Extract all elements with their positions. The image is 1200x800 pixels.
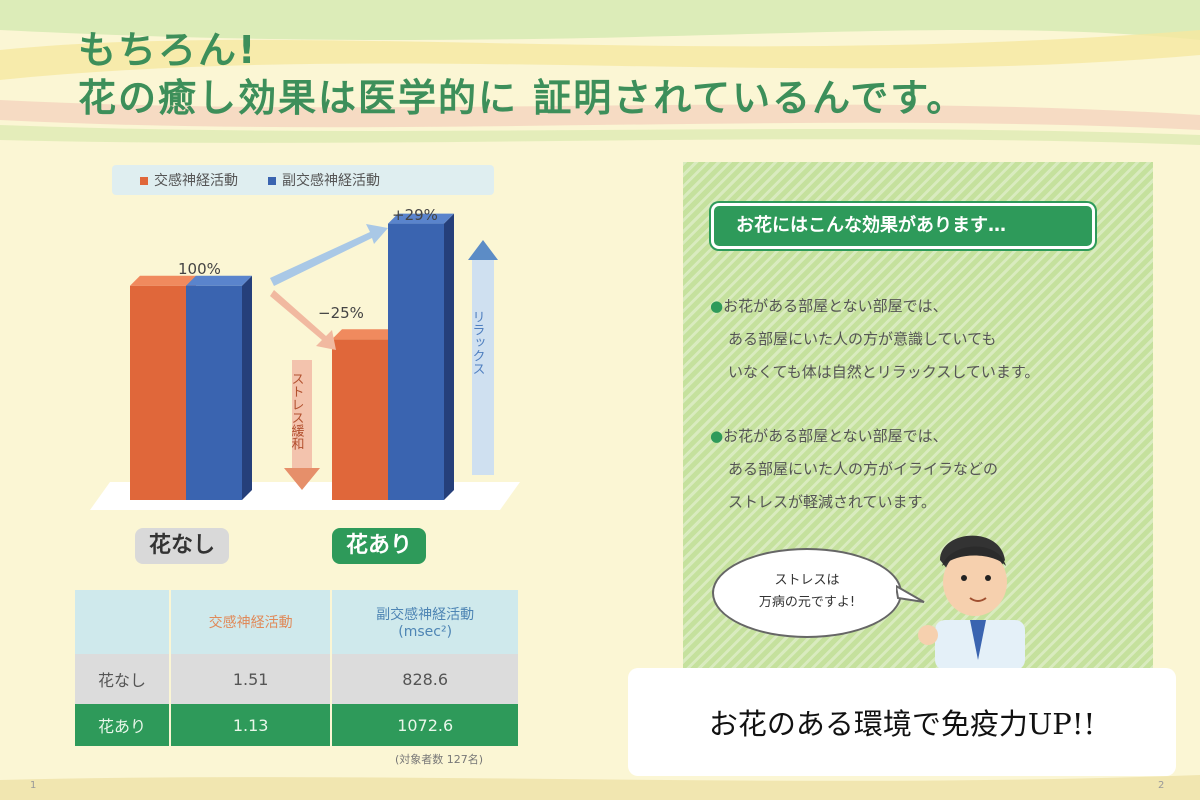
stress-arrow-shaft xyxy=(292,360,312,470)
table-cell: 1072.6 xyxy=(331,704,520,746)
effect-bullet-2: ●お花がある部屋とない部屋では、 ある部屋にいた人の方がイライラなどの ストレス… xyxy=(710,420,998,519)
effect-bullet-1: ●お花がある部屋とない部屋では、 ある部屋にいた人の方が意識していても いなくて… xyxy=(710,290,1039,389)
bubble-line: 万病の元ですよ! xyxy=(758,595,856,610)
bar-sympathetic-1 xyxy=(332,339,388,500)
bar-parasympathetic-0 xyxy=(186,285,242,500)
label-minus25: −25% xyxy=(318,304,364,322)
table-header-cell: 交感神経活動 xyxy=(170,590,333,654)
bubble-tail xyxy=(896,584,925,603)
chart-legend: 交感神経活動 副交感神経活動 xyxy=(112,165,494,195)
bar-sympathetic-0 xyxy=(130,285,186,500)
legend-label: 交感神経活動 xyxy=(154,173,238,189)
doctor-illustration-icon xyxy=(918,535,1025,670)
table-cell: 花あり xyxy=(75,704,171,746)
bar-top xyxy=(332,329,398,340)
bullet-line: ある部屋にいた人の方が意識していても xyxy=(728,330,997,348)
title-line-2: 花の癒し効果は医学的に 証明されているんです。 xyxy=(78,76,967,120)
legend-item-parasympathetic: 副交感神経活動 xyxy=(268,170,380,190)
decrease-arrow xyxy=(270,290,336,350)
table-row: 花なし 1.51 828.6 xyxy=(75,654,520,704)
title-line-1: もちろん! xyxy=(78,28,258,72)
page-number-left: 1 xyxy=(30,780,37,791)
bar-top xyxy=(388,213,454,224)
label-stress-relief: ストレス緩和 xyxy=(289,372,305,450)
caption-box: お花のある環境で免疫力UP!! xyxy=(628,668,1176,776)
category-no-flowers: 花なし xyxy=(135,528,230,564)
table-row: 花あり 1.13 1072.6 xyxy=(75,704,520,746)
relax-arrow-shaft xyxy=(472,260,494,475)
bullet-dot: ● xyxy=(710,427,724,445)
legend-item-sympathetic: 交感神経活動 xyxy=(140,170,238,190)
category-with-flowers: 花あり xyxy=(332,528,427,564)
bullet-dot: ● xyxy=(710,297,724,315)
bar-side xyxy=(242,275,252,500)
bar-top xyxy=(186,275,252,286)
bullet-line: いなくても体は自然とリラックスしています。 xyxy=(728,363,1040,381)
bullet-line: お花がある部屋とない部屋では、 xyxy=(723,297,948,315)
increase-arrow xyxy=(270,224,388,286)
table-cell: 花なし xyxy=(75,654,171,704)
data-table: 交感神経活動 副交感神経活動 (msec²) 花なし 1.51 828.6 花あ… xyxy=(75,590,520,746)
legend-swatch xyxy=(140,177,148,185)
table-note: (対象者数 127名) xyxy=(395,753,484,766)
legend-label: 副交感神経活動 xyxy=(282,173,380,189)
stress-arrow-head xyxy=(284,468,320,490)
table-cell: 1.51 xyxy=(170,654,333,704)
label-relax: リラックス xyxy=(470,310,485,375)
bar-chart: 100% −25% +29% ストレス緩和 リラックス xyxy=(90,206,520,510)
table-header-row: 交感神経活動 副交感神経活動 (msec²) xyxy=(75,590,520,654)
legend-swatch xyxy=(268,177,276,185)
bubble-line: ストレスは xyxy=(774,573,840,588)
bullet-line: お花がある部屋とない部屋では、 xyxy=(723,427,948,445)
bar-parasympathetic-1 xyxy=(388,223,444,501)
bar-side xyxy=(444,213,454,501)
label-plus29: +29% xyxy=(392,206,438,224)
table-header-cell: 副交感神経活動 (msec²) xyxy=(331,590,520,654)
table-cell: 1.13 xyxy=(170,704,333,746)
table-cell: 828.6 xyxy=(331,654,520,704)
panel-heading: お花にはこんな効果があります… xyxy=(711,203,1095,249)
relax-arrow-head xyxy=(468,240,498,260)
bullet-line: ストレスが軽減されています。 xyxy=(728,493,937,511)
bar-top xyxy=(130,275,196,286)
table-header-cell xyxy=(75,590,171,654)
label-100: 100% xyxy=(178,260,221,278)
bullet-line: ある部屋にいた人の方がイライラなどの xyxy=(728,460,999,478)
page-title: もちろん! 花の癒し効果は医学的に 証明されているんです。 xyxy=(78,26,966,122)
page-number-right: 2 xyxy=(1158,780,1165,791)
speech-bubble: ストレスは 万病の元ですよ! xyxy=(712,548,902,638)
